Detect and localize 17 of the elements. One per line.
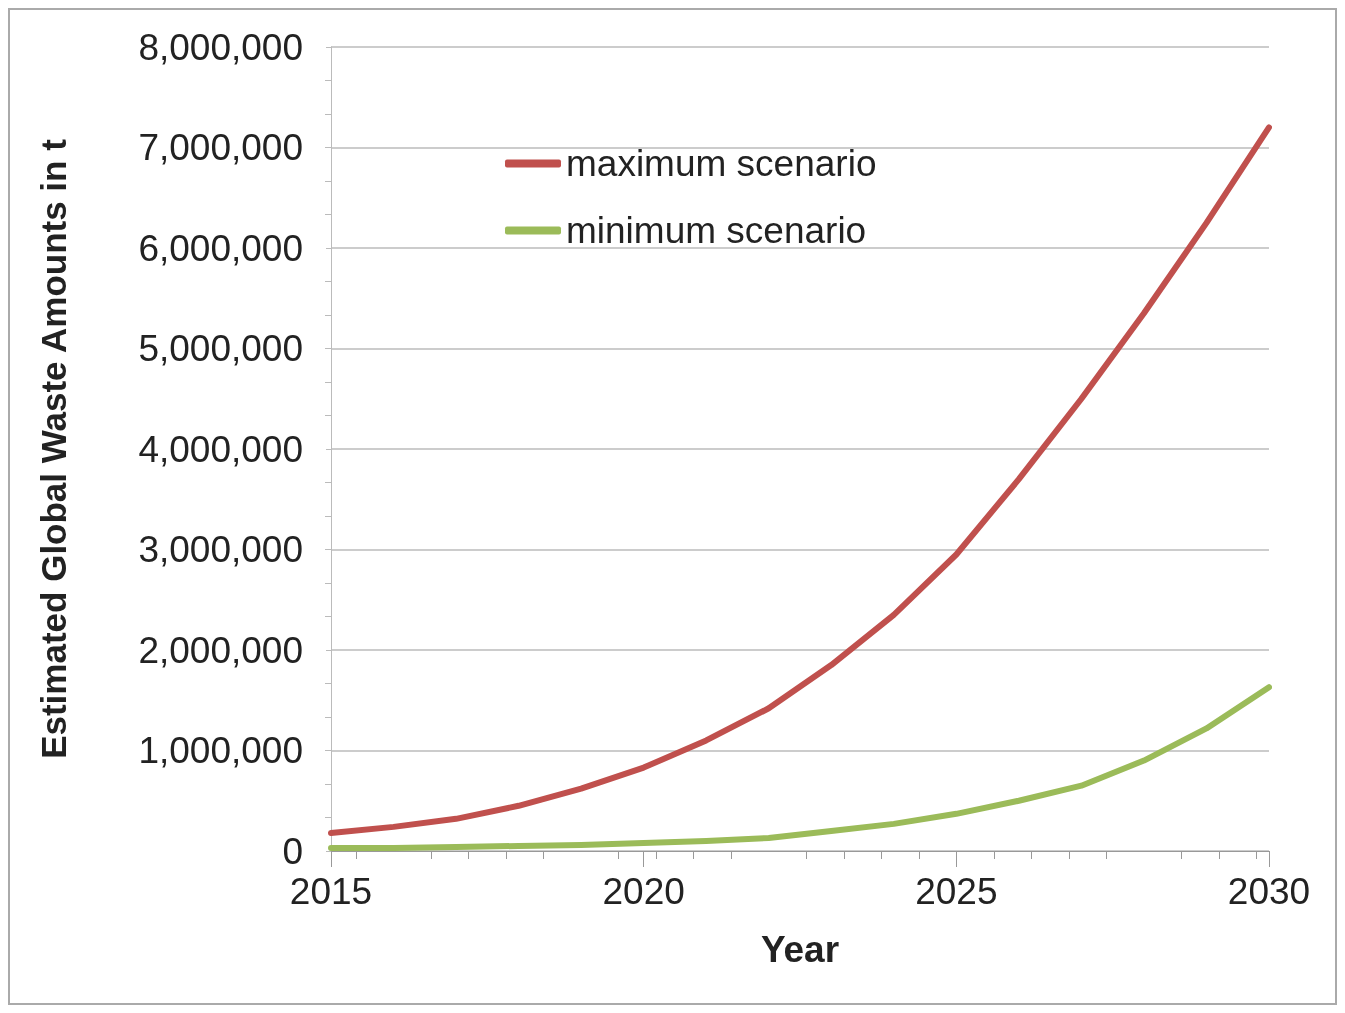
x-tick-label: 2015 bbox=[289, 871, 373, 912]
y-tick-label: 1,000,000 bbox=[138, 730, 303, 771]
x-axis-title: Year bbox=[760, 929, 840, 970]
y-tick-label: 5,000,000 bbox=[138, 328, 303, 369]
y-axis-title: Estimated Global Waste Amounts in t bbox=[34, 138, 73, 759]
y-tick-label: 3,000,000 bbox=[138, 529, 303, 570]
y-tick-label: 2,000,000 bbox=[138, 629, 303, 671]
y-tick-label: 4,000,000 bbox=[138, 428, 303, 470]
legend-label: maximum scenario bbox=[566, 143, 877, 184]
y-tick-label: 7,000,000 bbox=[138, 127, 303, 168]
y-tick-label: 0 bbox=[282, 830, 303, 872]
y-tick-label: 8,000,000 bbox=[138, 26, 303, 68]
x-tick-label: 2025 bbox=[915, 871, 998, 912]
y-tick-label: 6,000,000 bbox=[138, 227, 303, 269]
x-tick-label: 2020 bbox=[602, 871, 685, 912]
legend-label: minimum scenario bbox=[566, 210, 867, 251]
x-tick-label: 2030 bbox=[1227, 871, 1311, 912]
